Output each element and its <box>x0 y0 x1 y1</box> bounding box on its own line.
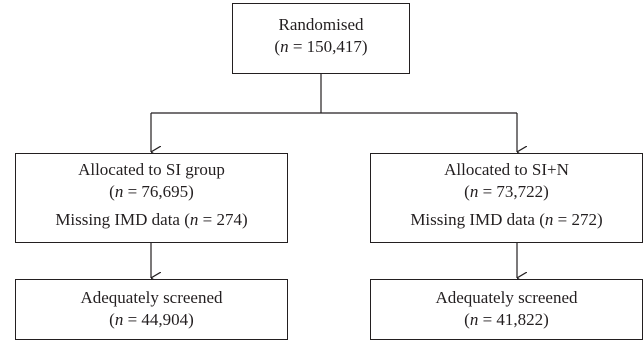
sin-group-label: Allocated to SI+N <box>444 160 569 179</box>
randomised-count: (n = 150,417) <box>274 37 368 56</box>
si-group-count: (n = 76,695) <box>109 182 194 201</box>
si-screened-count: (n = 44,904) <box>109 310 194 329</box>
sin-screened-count: (n = 41,822) <box>464 310 549 329</box>
si-screened-box: Adequately screened (n = 44,904) <box>15 279 288 340</box>
sin-group-count: (n = 73,722) <box>464 182 549 201</box>
randomised-label: Randomised <box>278 15 364 34</box>
sin-group-missing: Missing IMD data (n = 272) <box>410 210 603 229</box>
si-group-missing: Missing IMD data (n = 274) <box>55 210 248 229</box>
sin-group-box: Allocated to SI+N (n = 73,722) Missing I… <box>370 153 643 243</box>
randomised-box: Randomised (n = 150,417) <box>232 3 410 74</box>
si-screened-label: Adequately screened <box>80 288 223 307</box>
si-group-label: Allocated to SI group <box>78 160 225 179</box>
sin-screened-box: Adequately screened (n = 41,822) <box>370 279 643 340</box>
sin-screened-label: Adequately screened <box>435 288 578 307</box>
si-group-box: Allocated to SI group (n = 76,695) Missi… <box>15 153 288 243</box>
